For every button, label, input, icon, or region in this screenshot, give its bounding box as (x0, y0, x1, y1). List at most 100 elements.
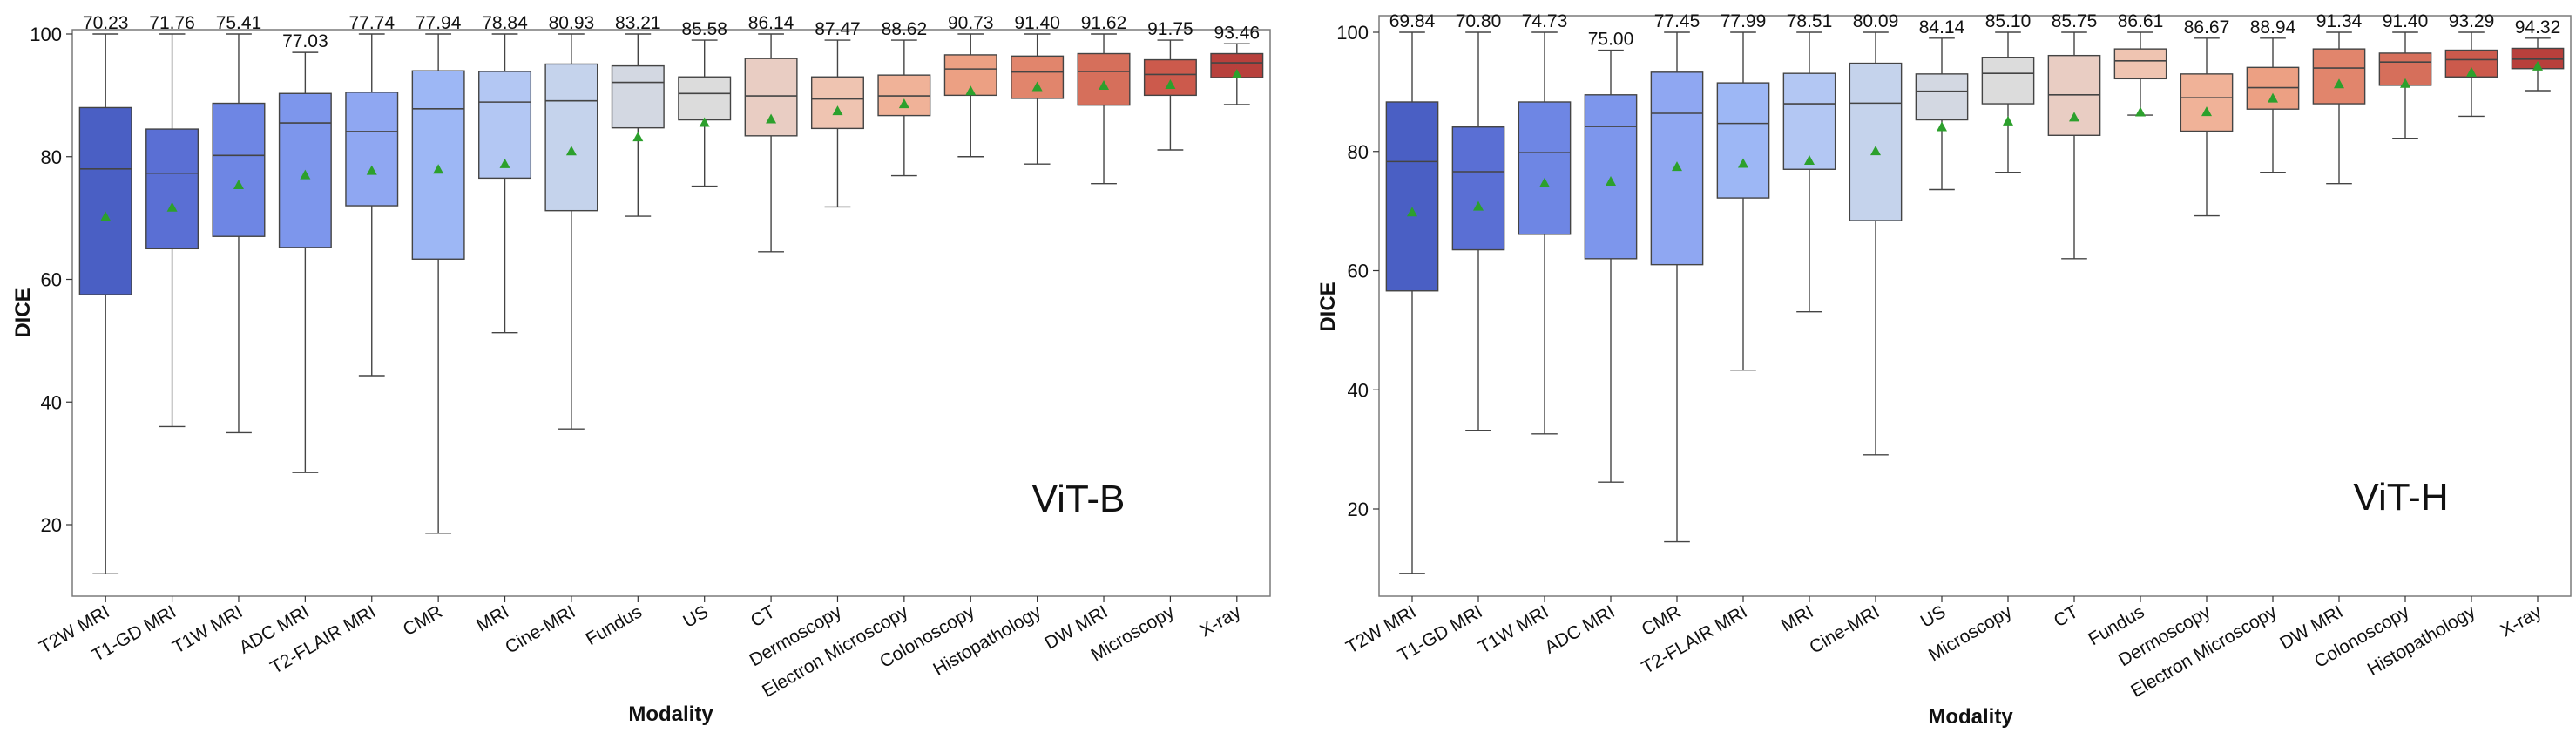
box-group: 78.51 (1782, 11, 1836, 313)
mean-value-label: 77.74 (348, 13, 395, 33)
mean-marker (2532, 60, 2543, 71)
mean-marker (300, 169, 311, 180)
mean-value-label: 91.62 (1081, 13, 1127, 33)
mean-marker (2003, 115, 2013, 126)
x-tick-label: CMR (400, 601, 446, 640)
mean-value-label: 78.84 (482, 13, 528, 33)
x-tick-label: X-ray (1196, 601, 1244, 641)
box-group: 91.75 (1143, 19, 1197, 151)
y-tick-label: 60 (41, 269, 62, 291)
mean-value-label: 90.73 (948, 13, 994, 33)
box-iqr (212, 102, 266, 237)
box-group: 69.84 (1385, 11, 1439, 574)
mean-value-label: 80.93 (549, 13, 595, 33)
mean-marker (1165, 79, 1176, 90)
mean-marker (2400, 78, 2410, 88)
mean-marker (1473, 200, 1484, 211)
box-group: 70.80 (1451, 11, 1505, 431)
x-tick-label: T1W MRI (1475, 601, 1552, 657)
y-tick-label: 20 (41, 514, 62, 536)
x-tick-label: CT (2051, 601, 2082, 631)
box-iqr (744, 58, 798, 137)
y-axis-label: DICE (11, 288, 35, 337)
box-iqr (1981, 57, 2035, 105)
mean-value-label: 83.21 (615, 13, 661, 33)
mean-marker (1539, 177, 1550, 187)
x-tick-label: CT (747, 601, 779, 631)
x-tick-label: ADC MRI (1541, 601, 1618, 657)
box-group: 85.75 (2047, 11, 2101, 260)
y-tick-label: 60 (1348, 261, 1369, 282)
box-iqr (2312, 48, 2366, 105)
panel-vit-h: ViT-H DICE Modality 20 40 60 80 100 69.84 70.… (1316, 11, 2572, 729)
mean-marker (2334, 78, 2344, 89)
mean-marker (832, 105, 843, 116)
mean-value-label: 86.61 (2118, 11, 2164, 31)
box-group: 91.40 (1011, 13, 1065, 165)
mean-value-label: 85.75 (2052, 11, 2098, 31)
mean-marker (1606, 175, 1616, 186)
x-axis-label: Modality (1928, 705, 2013, 729)
box-iqr (2113, 48, 2167, 80)
y-tick-label: 80 (1348, 141, 1369, 163)
mean-marker (632, 132, 644, 142)
box-group: 74.73 (1518, 11, 1572, 435)
mean-marker (1231, 69, 1242, 79)
mean-marker (1672, 161, 1682, 172)
mean-value-label: 85.58 (681, 19, 727, 39)
x-tick-label: MRI (473, 601, 512, 635)
mean-value-label: 88.62 (882, 19, 928, 39)
x-tick-label: US (1917, 601, 1950, 632)
box-iqr (1385, 101, 1439, 292)
mean-value-label: 74.73 (1522, 11, 1568, 31)
box-group: 75.41 (212, 13, 266, 434)
y-tick-label: 40 (1348, 379, 1369, 401)
box-group: 93.29 (2444, 11, 2498, 118)
box-group: 75.00 (1584, 30, 1638, 483)
mean-value-label: 78.51 (1787, 11, 1833, 31)
y-tick-label: 100 (1336, 22, 1369, 44)
mean-marker (100, 211, 112, 221)
box-group: 91.62 (1077, 13, 1131, 185)
box-group: 71.76 (145, 13, 199, 428)
mean-value-label: 93.29 (2449, 11, 2495, 31)
x-tick-label: CMR (1639, 601, 1685, 640)
box-iqr (1011, 55, 1065, 99)
box-iqr (1782, 72, 1836, 170)
mean-marker (2268, 92, 2278, 103)
box-iqr (78, 106, 132, 295)
y-axis-label: DICE (1316, 282, 1340, 331)
mean-marker (565, 146, 577, 156)
y-tick-label: 80 (41, 146, 62, 168)
box-group: 83.21 (611, 13, 665, 217)
panel-label: ViT-H (2353, 476, 2448, 519)
y-tick-label: 100 (30, 24, 62, 45)
box-group: 77.03 (278, 31, 332, 473)
mean-marker (1099, 79, 1110, 90)
mean-marker (898, 98, 909, 109)
mean-value-label: 91.40 (1014, 13, 1060, 33)
mean-value-label: 77.45 (1654, 11, 1700, 31)
x-axis-label: Modality (628, 702, 713, 726)
box-iqr (1716, 82, 1770, 199)
box-group: 91.34 (2312, 11, 2366, 185)
box-group: 78.84 (478, 13, 532, 334)
box-iqr (1849, 62, 1903, 221)
mean-marker (233, 180, 244, 190)
mean-value-label: 88.94 (2250, 17, 2296, 37)
x-tick-label: MRI (1778, 601, 1817, 635)
mean-marker (366, 165, 377, 175)
mean-value-label: 77.99 (1721, 11, 1767, 31)
mean-value-label: 71.76 (149, 13, 195, 33)
box-group: 85.10 (1981, 11, 2035, 173)
box-group: 87.47 (810, 19, 864, 208)
mean-value-label: 75.00 (1588, 30, 1634, 50)
x-tick-label: Cine-MRI (1806, 601, 1883, 657)
box-iqr (810, 76, 864, 130)
mean-value-label: 70.23 (83, 13, 129, 33)
box-iqr (145, 128, 199, 250)
mean-marker (499, 158, 510, 168)
mean-value-label: 84.14 (1919, 17, 1965, 37)
box-group: 88.94 (2246, 17, 2300, 173)
